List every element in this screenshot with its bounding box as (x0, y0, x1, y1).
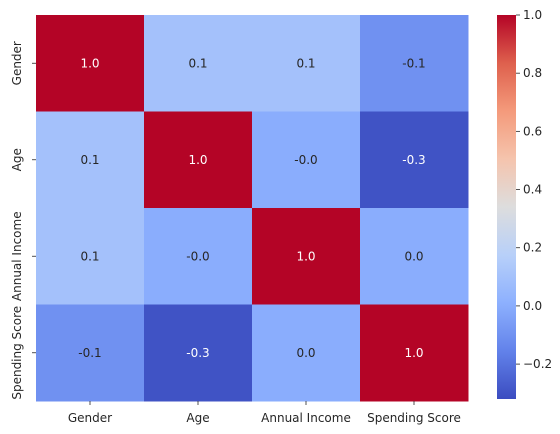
x-axis-ticks: Gender Age Annual Income Spending Score (68, 401, 461, 425)
heatmap-cell-value: 0.1 (80, 153, 99, 167)
y-tick-label: Gender (10, 41, 24, 85)
colorbar-tick-label: 0.6 (523, 124, 542, 138)
x-tick-label: Annual Income (261, 411, 351, 425)
heatmap-cell-value: -0.1 (402, 56, 425, 70)
y-tick-label: Age (10, 148, 24, 171)
heatmap-cell-value: -0.1 (78, 346, 101, 360)
heatmap-cell-value: 0.1 (296, 56, 315, 70)
colorbar-tick-label: 1.0 (523, 8, 542, 22)
heatmap-cell-value: 1.0 (188, 153, 207, 167)
colorbar: −0.2 0.0 0.2 0.4 0.6 0.8 1.0 (497, 8, 552, 399)
heatmap-cell-value: 0.1 (188, 56, 207, 70)
colorbar-tick-label: −0.2 (523, 357, 552, 371)
x-tick-label: Age (186, 411, 209, 425)
heatmap-cell-value: 1.0 (296, 249, 315, 263)
heatmap-cell-value: 0.1 (80, 249, 99, 263)
colorbar-tick-label: 0.2 (523, 241, 542, 255)
y-tick-label: Spending Score (10, 306, 24, 400)
heatmap-cell-value: 1.0 (80, 56, 99, 70)
y-tick-label: Annual Income (10, 211, 24, 301)
heatmap-cell-value: -0.3 (402, 153, 425, 167)
colorbar-tick-label: 0.8 (523, 66, 542, 80)
heatmap-cell-value: 1.0 (404, 346, 423, 360)
heatmap-cell-value: -0.0 (186, 249, 209, 263)
colorbar-gradient (497, 15, 516, 399)
x-tick-label: Spending Score (367, 411, 461, 425)
y-axis-ticks: Gender Age Annual Income Spending Score (10, 41, 36, 400)
heatmap-cell-value: -0.0 (294, 153, 317, 167)
heatmap-cell-value: -0.3 (186, 346, 209, 360)
heatmap-cells (36, 15, 469, 402)
heatmap-cell-value: 0.0 (404, 249, 423, 263)
x-tick-label: Gender (68, 411, 112, 425)
colorbar-tick-label: 0.0 (523, 299, 542, 313)
heatmap-cell-value: 0.0 (296, 346, 315, 360)
colorbar-tick-label: 0.4 (523, 183, 542, 197)
